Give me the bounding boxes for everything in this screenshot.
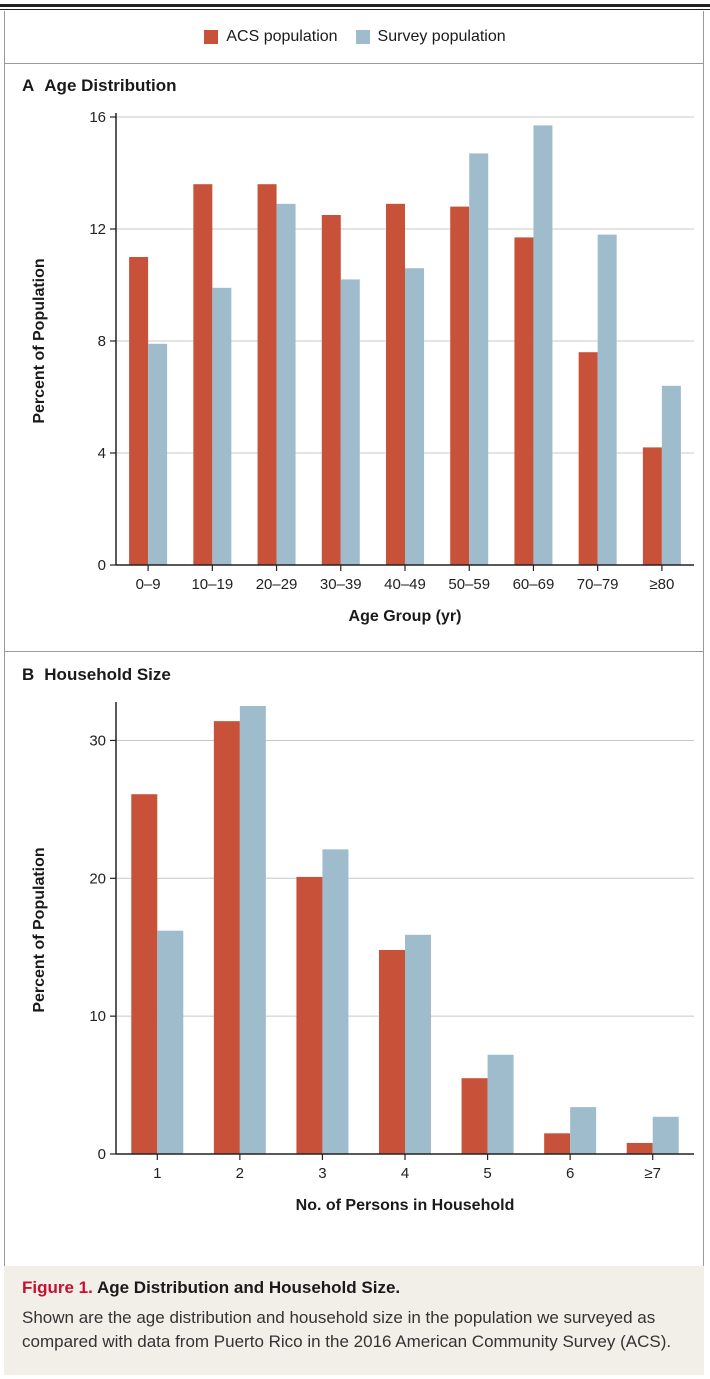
household-size-chart: 0 10 20 30 1 2 3 4 5 6 ≥7 No. of Persons in Househo… [31, 702, 694, 1214]
legend-swatch-acs [204, 30, 219, 44]
household-chart-ytick-label: 0 [98, 1146, 106, 1163]
figure-caption: Figure 1. Age Distribution and Household… [4, 1266, 704, 1375]
age-chart-bar-survey [661, 385, 681, 565]
household-chart-xtick-label: 3 [318, 1165, 326, 1182]
household-chart-y-axis-title: Percent of Population [31, 847, 48, 1012]
household-chart-bar-survey [652, 1116, 679, 1154]
age-chart-ytick-label: 8 [98, 333, 106, 350]
household-chart-ytick-label: 20 [89, 870, 106, 887]
age-chart-xtick-label: 40–49 [384, 576, 426, 593]
age-distribution-chart: 0 4 8 12 16 0–9 10–19 20–29 30–39 40–49 50–59 60–69… [31, 109, 694, 625]
household-chart-ytick-label: 30 [89, 732, 106, 749]
household-chart-bar-survey [157, 930, 184, 1154]
household-chart-bar-acs [461, 1078, 488, 1154]
age-chart-bar-acs [129, 257, 149, 565]
age-chart-bar-survey [148, 343, 168, 565]
household-chart-bar-acs [213, 721, 240, 1154]
panel-b-title: Household Size [44, 665, 171, 684]
age-chart-bar-acs [386, 203, 405, 566]
household-chart-bar-acs [296, 876, 323, 1154]
age-chart-bar-survey [212, 287, 232, 565]
legend-label-survey: Survey population [377, 28, 506, 45]
top-rule-thin [0, 9, 710, 10]
age-chart-xtick-label: 30–39 [320, 576, 362, 593]
age-chart-xtick-label: 50–59 [448, 576, 490, 593]
age-chart-bar-acs [257, 184, 277, 565]
age-chart-bar-acs [578, 352, 598, 565]
panel-a-letter: A [22, 76, 35, 95]
age-chart-xtick-label: 70–79 [577, 576, 619, 593]
household-chart-bar-acs [544, 1133, 571, 1154]
divider-panels [4, 651, 704, 652]
caption-heading: Age Distribution and Household Size. [96, 1278, 401, 1297]
age-chart-bar-acs [193, 184, 213, 565]
household-chart-xtick-label: 6 [566, 1165, 574, 1182]
household-chart-xtick-label: 2 [236, 1165, 244, 1182]
age-chart-xtick-label: 10–19 [191, 576, 233, 593]
legend: ACS population Survey population [0, 28, 710, 46]
household-chart-bar-acs [131, 794, 158, 1154]
age-chart-ytick-label: 12 [89, 221, 106, 238]
legend-swatch-survey [355, 30, 370, 44]
age-chart-bar-survey [533, 125, 553, 566]
age-chart-xtick-label: 60–69 [513, 576, 555, 593]
age-chart-ytick-label: 16 [89, 109, 106, 126]
household-chart-bar-survey [570, 1107, 597, 1154]
age-chart-bar-acs [514, 237, 534, 565]
household-chart-x-axis-title: No. of Persons in Household [296, 1197, 515, 1214]
household-chart-xtick-label: 5 [483, 1165, 491, 1182]
household-chart-bar-survey [322, 849, 349, 1154]
age-chart-bar-survey [276, 203, 296, 566]
age-chart-xtick-label: 20–29 [256, 576, 298, 593]
divider-legend [4, 63, 704, 64]
age-chart-xtick-label: 0–9 [136, 576, 161, 593]
household-chart-bar-survey [487, 1054, 514, 1154]
age-chart-bar-survey [340, 279, 360, 565]
age-chart-x-axis-title: Age Group (yr) [349, 608, 462, 625]
age-chart-bar-survey [597, 234, 617, 565]
caption-body: Shown are the age distribution and house… [22, 1308, 672, 1351]
age-chart-ytick-label: 0 [98, 557, 106, 574]
household-chart-bar-acs [379, 949, 405, 1154]
household-chart-bar-survey [239, 706, 266, 1154]
age-chart-bar-acs [450, 206, 470, 565]
age-chart-y-axis-title: Percent of Population [31, 258, 48, 423]
legend-item-survey: Survey population [355, 28, 506, 46]
household-chart-xtick-label: 4 [401, 1165, 409, 1182]
figure-frame [4, 11, 704, 1375]
household-chart-bar-survey [405, 934, 431, 1154]
household-chart-bar-acs [626, 1142, 653, 1154]
panel-b-heading: B Household Size [22, 665, 171, 685]
panel-b-letter: B [22, 665, 35, 684]
age-chart-bar-survey [405, 268, 424, 565]
age-chart-bar-survey [469, 153, 489, 565]
legend-label-acs: ACS population [226, 28, 338, 45]
top-rule [0, 4, 710, 7]
age-chart-bar-acs [642, 447, 662, 565]
legend-item-acs: ACS population [204, 28, 338, 46]
household-chart-xtick-label: 1 [153, 1165, 161, 1182]
household-chart-xtick-label: ≥7 [644, 1165, 661, 1182]
caption-title: Figure 1. Age Distribution and Household… [22, 1278, 686, 1298]
household-chart-ytick-label: 10 [89, 1008, 106, 1025]
age-chart-xtick-label: ≥80 [649, 576, 674, 593]
caption-label: Figure 1. [22, 1278, 93, 1297]
age-chart-ytick-label: 4 [98, 445, 106, 462]
panel-a-title: Age Distribution [44, 76, 177, 95]
age-chart-bar-acs [321, 215, 341, 565]
panel-a-heading: A Age Distribution [22, 76, 177, 96]
